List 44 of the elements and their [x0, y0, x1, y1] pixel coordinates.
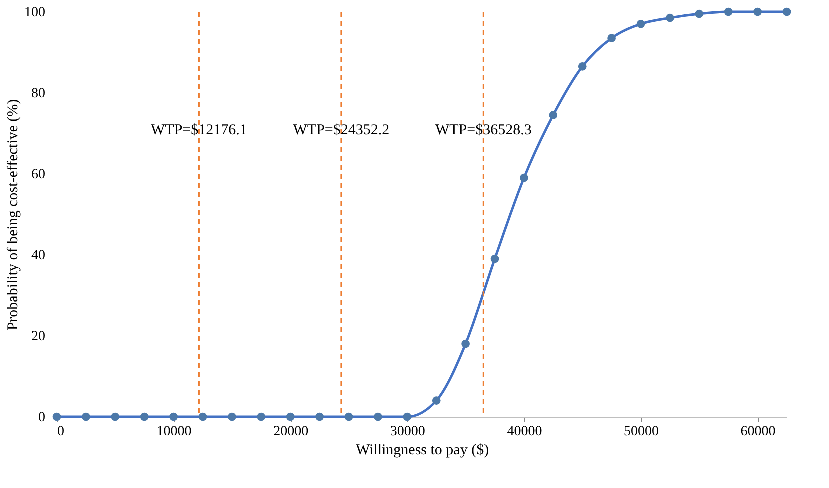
ref-line-label: WTP=$12176.1: [151, 122, 248, 138]
y-tick-label: 60: [32, 168, 46, 182]
point: [724, 8, 733, 16]
point: [432, 396, 441, 405]
x-tick-label: 20000: [274, 424, 309, 440]
x-tick-label: 50000: [624, 424, 659, 440]
x-tick-label: 60000: [740, 424, 776, 440]
y-tick-label: 80: [32, 86, 46, 102]
x-tick-label: 40000: [507, 424, 542, 440]
point: [520, 174, 528, 182]
point: [578, 62, 587, 71]
point: [286, 412, 295, 422]
point: [636, 20, 646, 28]
x-tick-label: 10000: [156, 424, 192, 440]
x-axis-title: Willingness to pay ($): [356, 442, 490, 458]
point: [666, 14, 674, 22]
y-axis-title: Probability of being cost-effective (%): [6, 99, 22, 331]
point: [52, 412, 62, 422]
x-tick-label: 30000: [390, 424, 426, 440]
x-tick-label: 0: [58, 424, 64, 440]
point: [82, 412, 90, 422]
point: [140, 412, 149, 422]
y-tick-label: 40: [32, 248, 46, 264]
point: [754, 8, 762, 16]
y-tick-label: 0: [38, 410, 46, 426]
y-tick-label: 20: [32, 330, 46, 344]
ref-line-label: WTP=$24352.2: [293, 122, 390, 138]
y-tick-label: 100: [24, 6, 46, 20]
point: [490, 254, 500, 264]
point: [344, 412, 354, 422]
point: [257, 412, 266, 422]
ref-line-label: WTP=$36528.3: [435, 122, 532, 138]
point: [403, 412, 412, 422]
point: [170, 412, 178, 422]
point: [462, 340, 470, 348]
point: [608, 34, 616, 42]
point: [549, 111, 558, 120]
point: [782, 8, 792, 16]
point: [374, 412, 382, 422]
point: [695, 10, 704, 18]
point: [198, 412, 208, 422]
point: [316, 412, 324, 422]
point: [228, 412, 236, 422]
point: [111, 412, 120, 422]
